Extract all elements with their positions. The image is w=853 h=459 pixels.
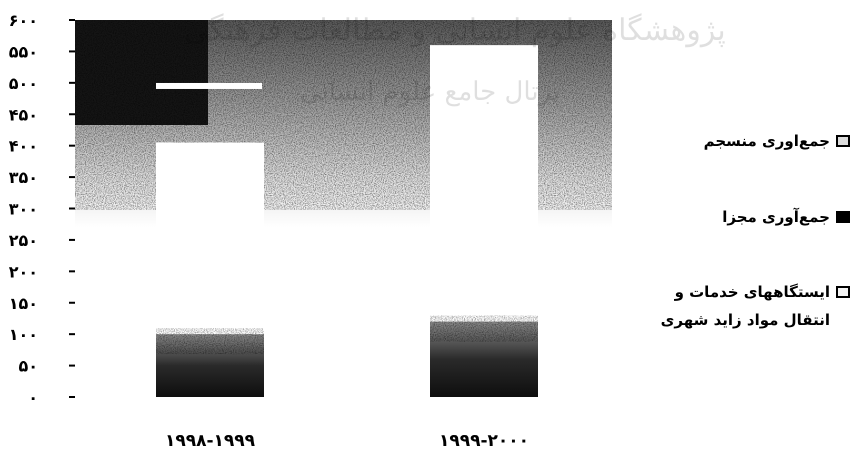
x-tick-label: ۱۹۹۹-۲۰۰۰ (439, 431, 529, 451)
y-tick-label: ۲۵۰ (9, 231, 38, 250)
y-tick-label: ۴۵۰ (9, 105, 38, 124)
x-axis-labels: ۱۹۹۸-۱۹۹۹ ۱۹۹۹-۲۰۰۰ (165, 431, 529, 451)
bars-group (156, 45, 538, 397)
watermark-line-1: پژوهشگاه علوم انسانی و مطالعات فرهنگی (184, 13, 726, 48)
watermark: پژوهشگاه علوم انسانی و مطالعات فرهنگی پرت… (184, 13, 726, 107)
y-tick-label: ۲۰۰ (9, 262, 38, 281)
y-tick-label: ۵۵۰ (9, 42, 38, 61)
y-axis: ۰ ۵۰ ۱۰۰ ۱۵۰ ۲۰۰ ۲۵۰ ۳۰۰ ۳۵۰ ۴۰۰ ۴۵۰ ۵۰۰ ۵۵۰ ۶۰۰ (9, 11, 75, 407)
y-tick-label: ۳۰۰ (9, 200, 38, 219)
legend-swatch-separate (836, 211, 850, 223)
legend-swatch-cohesive (836, 135, 850, 147)
y-tick-label: ۵۰ (18, 357, 38, 376)
bar-lower-grain (430, 315, 538, 342)
bar-lower-grain (156, 328, 264, 355)
reference-white-line (156, 82, 262, 89)
legend-item-cohesive: جمع‌اوری منسجم (704, 127, 850, 155)
y-tick-label: ۴۰۰ (9, 137, 38, 156)
x-tick-label: ۱۹۹۸-۱۹۹۹ (165, 431, 256, 451)
y-tick-label: ۱۰۰ (9, 325, 38, 344)
legend-item-separate: جمع‌آوری مجزا (722, 203, 850, 231)
legend-label-stations: ایستگاههای خدمات و انتقال مواد زاید شهری (660, 283, 830, 329)
watermark-line-2: پرتال جامع علوم انسانی (300, 77, 560, 107)
y-tick-label: ۱۵۰ (9, 294, 38, 313)
legend-swatch-stations (836, 286, 850, 298)
legend-label-cohesive: جمع‌اوری منسجم (703, 132, 830, 150)
bar-upper-segment (430, 45, 538, 322)
y-tick-label: ۰ (28, 388, 38, 407)
y-tick-label: ۶۰۰ (9, 11, 38, 30)
y-tick-label: ۵۰۰ (9, 74, 38, 93)
bar-upper-segment (156, 142, 264, 335)
legend-item-stations: ایستگاههای خدمات و انتقال مواد زاید شهری (661, 278, 850, 334)
legend-label-separate: جمع‌آوری مجزا (722, 208, 830, 226)
y-tick-label: ۳۵۰ (9, 168, 38, 187)
